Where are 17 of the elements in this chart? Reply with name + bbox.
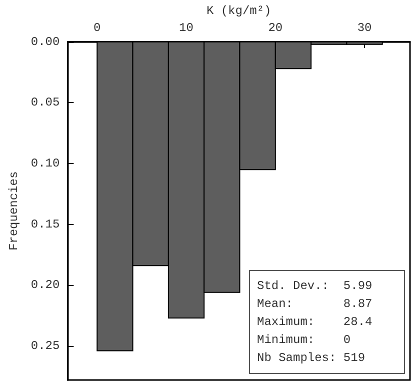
x-tick-label: 20: [268, 20, 283, 35]
y-axis-title: Frequencies: [7, 171, 21, 251]
y-tick-label: 0.20: [30, 278, 60, 292]
annotation: Nb Samples: 519: [257, 350, 366, 367]
annotation: Mean: 8.87: [257, 296, 374, 313]
y-tick-label: 0.25: [30, 338, 60, 353]
x-tick-label: 10: [179, 20, 194, 35]
y-tick-label: 0.15: [30, 217, 60, 232]
x-tick-label: 30: [357, 20, 372, 35]
annotation: Minimum: 0: [257, 332, 352, 349]
y-tick-label: 0.00: [30, 34, 60, 49]
x-tick-label: 0: [94, 20, 101, 35]
y-tick-label: 0.10: [30, 156, 60, 171]
x-axis-title: K (kg/m²): [206, 4, 272, 18]
y-tick-label: 0.05: [30, 96, 60, 110]
annotation: Maximum: 28.4: [257, 314, 374, 331]
annotation: Std. Dev.: 5.99: [257, 278, 374, 295]
